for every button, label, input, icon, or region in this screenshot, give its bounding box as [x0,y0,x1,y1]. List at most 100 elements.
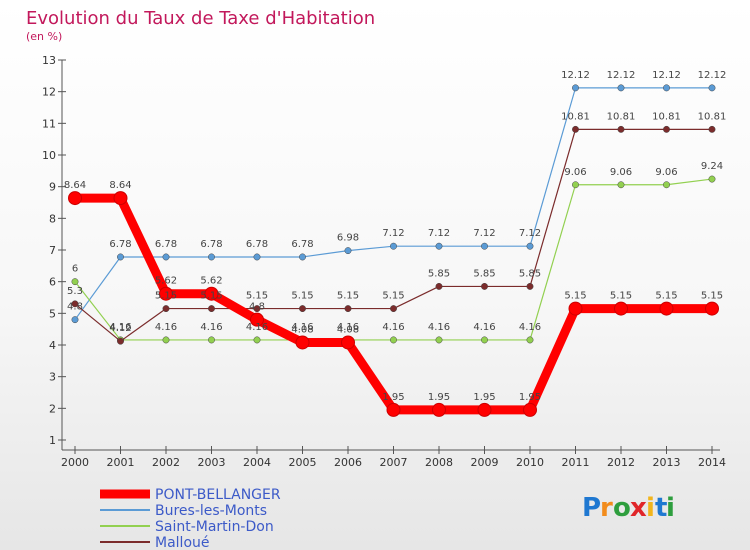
series-pont-bellanger [68,191,719,417]
data-label: 5.15 [382,291,404,302]
data-labels: 8.64 8.64 5.62 5.62 4.8 4.08 4.08 1.95 1.95 1.95 1… [64,70,726,403]
logo-letter: P [582,493,601,523]
data-label: 4.16 [155,322,177,333]
data-point [572,84,579,92]
data-point [572,181,579,189]
data-label: 5.15 [610,291,632,302]
data-point [162,253,170,261]
legend-label: Bures-les-Monts [155,503,267,519]
y-tick-label: 8 [49,212,56,225]
data-label: 4.16 [337,322,359,333]
data-label: 4.8 [67,302,83,313]
logo-letter: i [646,493,655,523]
data-point [71,300,79,308]
data-label: 5.15 [701,291,723,302]
series-saint-martin-don [71,175,716,344]
data-label: 1.95 [519,392,541,403]
data-point [162,336,170,344]
y-tick-label: 9 [49,181,56,194]
y-tick-label: 6 [49,276,56,289]
x-tick-label: 2014 [698,456,726,469]
data-label: 10.81 [561,111,590,122]
x-tick-label: 2011 [562,456,590,469]
data-label: 7.12 [428,228,450,239]
data-label: 10.81 [652,111,681,122]
data-point [208,336,215,344]
data-label: 4.16 [428,322,450,333]
data-label: 5.62 [200,276,222,287]
data-label: 12.12 [698,70,727,81]
data-label: 5.3 [67,286,83,297]
data-label: 6.78 [155,239,177,250]
data-label: 1.95 [473,392,495,403]
data-point [299,305,306,313]
data-label: 5.15 [155,291,177,302]
data-label: 4.16 [519,322,541,333]
x-tick-label: 2006 [334,456,362,469]
x-tick-label: 2013 [653,456,681,469]
x-tick-label: 2004 [243,456,271,469]
series-layer [68,84,719,417]
data-point [253,305,261,313]
data-label: 4.16 [473,322,495,333]
logo-letter: i [666,493,675,523]
data-label: 4.12 [109,323,131,334]
y-tick-label: 13 [42,54,56,67]
data-point [299,253,306,261]
x-tick-label: 2001 [107,456,135,469]
legend-label: Saint-Martin-Don [155,519,274,535]
data-label: 5.85 [428,268,450,279]
data-point [253,336,261,344]
legend: PONT-BELLANGERBures-les-MontsSaint-Marti… [100,487,281,550]
data-point [208,305,215,313]
data-point [117,253,124,261]
data-label: 6.78 [246,239,268,250]
data-label: 6.78 [109,239,131,250]
data-label: 10.81 [698,111,727,122]
data-point [663,125,670,133]
data-label: 5.15 [200,291,222,302]
legend-item: Saint-Martin-Don [100,519,274,535]
data-point [71,278,79,286]
data-point [708,84,716,92]
data-point [477,402,492,417]
data-label: 8.64 [109,180,131,191]
data-point [295,335,310,350]
data-label: 12.12 [607,70,636,81]
data-point [617,181,625,189]
y-tick-label: 3 [49,371,56,384]
data-label: 6.98 [337,233,359,244]
data-point [708,125,716,133]
data-point [386,402,401,417]
data-label: 4.16 [382,322,404,333]
data-label: 7.12 [473,228,495,239]
data-label: 5.62 [155,276,177,287]
data-point [705,301,719,316]
logo-letter: x [630,493,647,523]
data-point [614,301,628,316]
legend-item: Bures-les-Monts [100,503,267,519]
x-tick-label: 2009 [471,456,499,469]
legend-label: Malloué [155,535,210,550]
data-label: 5.15 [564,291,586,302]
data-point [481,242,488,250]
data-point [663,84,670,92]
data-point [390,242,397,250]
data-label: 10.81 [607,111,636,122]
data-label: 12.12 [561,70,590,81]
legend-item: PONT-BELLANGER [100,487,281,503]
y-tick-label: 10 [42,149,56,162]
y-tick-label: 4 [49,339,56,352]
data-point [250,312,264,327]
logo-letter: t [655,493,667,523]
data-label: 9.06 [655,167,677,178]
x-tick-label: 2007 [380,456,408,469]
data-point [390,305,397,313]
data-point [708,175,716,183]
data-label: 12.12 [652,70,681,81]
data-point [71,316,79,324]
x-tick-label: 2002 [152,456,180,469]
